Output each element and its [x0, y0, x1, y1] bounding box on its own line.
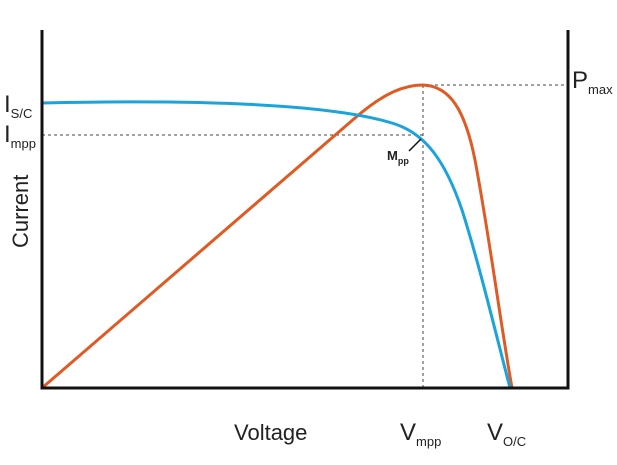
- mpp-sub: pp: [398, 156, 409, 166]
- pmax-sub: max: [588, 82, 613, 97]
- vmpp-sub: mpp: [416, 434, 441, 449]
- isc-main: I: [4, 91, 11, 118]
- vmpp-label: Vmpp: [400, 419, 441, 449]
- y-axis-title: Current: [8, 175, 33, 248]
- axes-frame: [40, 30, 570, 390]
- isc-label: IS/C: [4, 91, 32, 121]
- power-curve: [41, 83, 514, 390]
- impp-sub: mpp: [11, 136, 36, 151]
- mpp-pointer: [408, 138, 422, 152]
- voc-main: V: [487, 419, 503, 446]
- impp-label: Impp: [4, 121, 36, 151]
- isc-sub: S/C: [11, 106, 33, 121]
- voc-sub: O/C: [503, 434, 526, 449]
- voc-label: VO/C: [487, 419, 526, 449]
- vmpp-main: V: [400, 419, 416, 446]
- pmax-main: P: [572, 67, 588, 94]
- mpp-main: M: [387, 148, 398, 163]
- impp-main: I: [4, 121, 11, 148]
- mpp-label: Mpp: [387, 148, 409, 166]
- x-axis-title: Voltage: [234, 420, 307, 445]
- current-curve: [41, 100, 512, 389]
- pmax-label: Pmax: [572, 67, 613, 97]
